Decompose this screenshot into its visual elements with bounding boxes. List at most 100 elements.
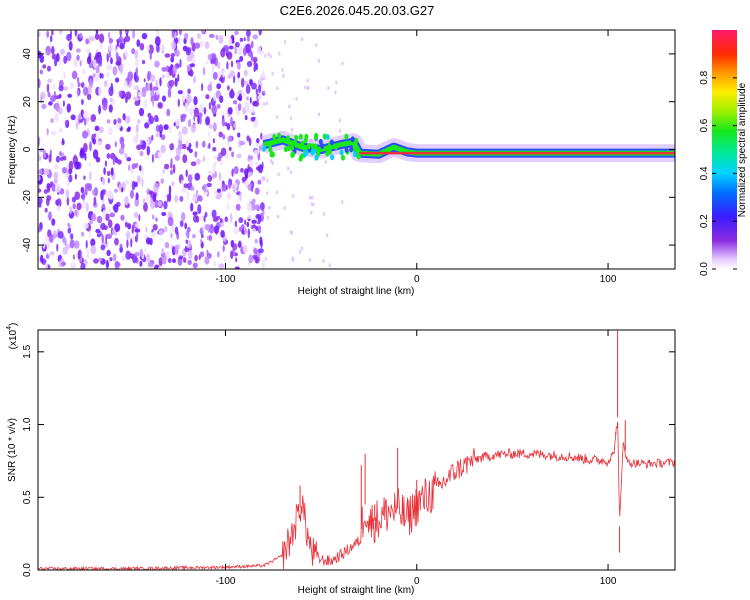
- noise-speckle: [185, 239, 189, 244]
- noise-speckle: [218, 263, 225, 269]
- noise-speckle: [112, 66, 118, 76]
- noise-speckle: [174, 194, 179, 203]
- noise-speckle: [251, 82, 257, 90]
- signal-blob: [349, 146, 354, 153]
- noise-speckle: [181, 126, 188, 135]
- noise-speckle: [144, 99, 148, 110]
- noise-speckle: [147, 45, 150, 52]
- noise-speckle: [98, 104, 101, 115]
- noise-speckle: [233, 122, 237, 129]
- snr-y-multiplier-exp: 4: [6, 326, 13, 330]
- noise-speckle: [255, 213, 261, 219]
- noise-speckle: [164, 53, 171, 58]
- noise-speckle: [246, 214, 252, 220]
- noise-speckle: [252, 254, 257, 260]
- noise-speckle: [124, 221, 128, 228]
- noise-speckle: [92, 138, 97, 145]
- y-tick-label: 0: [22, 146, 33, 152]
- noise-speckle: [207, 131, 211, 136]
- noise-speckle: [205, 116, 211, 126]
- signal-blob: [353, 151, 357, 158]
- noise-speckle: [239, 55, 244, 62]
- noise-speckle: [54, 112, 59, 122]
- noise-speckle: [228, 180, 231, 190]
- noise-speckle: [240, 77, 245, 88]
- noise-speckle: [166, 194, 169, 203]
- noise-speckle: [154, 60, 160, 68]
- noise-speckle: [98, 257, 103, 262]
- noise-speckle: [112, 156, 116, 166]
- noise-speckle: [69, 82, 74, 90]
- noise-speckle: [261, 70, 265, 79]
- noise-speckle: [250, 159, 253, 168]
- noise-speckle: [109, 257, 113, 262]
- noise-speckle: [261, 259, 265, 269]
- noise-speckle: [92, 189, 96, 196]
- noise-speckle: [86, 56, 92, 65]
- noise-speckle: [234, 266, 240, 269]
- noise-speckle: [58, 231, 64, 239]
- signal-blob: [310, 149, 315, 156]
- noise-speckle: [174, 226, 179, 235]
- noise-speckle: [291, 127, 294, 132]
- noise-speckle: [40, 254, 44, 263]
- noise-speckle: [92, 59, 97, 69]
- noise-speckle: [238, 240, 242, 249]
- noise-speckle: [214, 170, 217, 179]
- noise-speckle: [71, 70, 78, 80]
- signal-blob: [294, 134, 299, 141]
- noise-speckle: [220, 230, 225, 238]
- noise-speckle: [53, 171, 59, 179]
- noise-speckle: [191, 234, 196, 239]
- noise-speckle: [254, 204, 261, 211]
- noise-speckle: [271, 161, 274, 166]
- noise-speckle: [68, 174, 73, 183]
- noise-speckle: [172, 164, 176, 174]
- noise-speckle: [133, 96, 139, 102]
- noise-speckle: [163, 200, 168, 210]
- noise-speckle: [152, 96, 159, 102]
- noise-speckle: [43, 168, 50, 176]
- noise-speckle: [290, 230, 294, 235]
- noise-speckle: [106, 249, 111, 257]
- noise-speckle: [90, 114, 96, 123]
- noise-speckle: [257, 95, 263, 100]
- noise-speckle: [82, 191, 86, 201]
- noise-speckle: [208, 102, 212, 110]
- noise-speckle: [108, 207, 111, 215]
- noise-speckle: [233, 166, 239, 175]
- noise-speckle: [227, 73, 232, 80]
- noise-speckle: [100, 244, 106, 251]
- noise-speckle: [83, 222, 89, 229]
- noise-speckle: [227, 107, 233, 115]
- noise-speckle: [187, 226, 191, 233]
- noise-speckle: [207, 174, 213, 182]
- noise-speckle: [219, 218, 223, 223]
- noise-speckle: [322, 212, 326, 216]
- noise-speckle: [253, 247, 258, 255]
- noise-speckle: [251, 219, 257, 224]
- noise-speckle: [312, 202, 315, 207]
- noise-speckle: [224, 122, 228, 127]
- noise-speckle: [260, 132, 263, 140]
- noise-speckle: [89, 170, 92, 181]
- noise-speckle: [55, 155, 61, 163]
- spectrogram-y-ticks: -40 -20 0 20 40: [22, 48, 675, 252]
- noise-speckle: [155, 217, 158, 222]
- noise-speckle: [277, 214, 280, 219]
- noise-speckle: [190, 186, 195, 191]
- noise-speckle: [216, 251, 220, 258]
- noise-speckle: [246, 96, 249, 101]
- noise-speckle: [156, 30, 160, 38]
- colorbar: [712, 30, 737, 269]
- noise-speckle: [155, 183, 160, 188]
- noise-speckle: [168, 185, 172, 195]
- noise-speckle: [178, 36, 181, 44]
- noise-speckle: [264, 256, 267, 261]
- noise-speckle: [215, 228, 218, 235]
- signal-blob: [267, 141, 272, 148]
- noise-speckle: [288, 104, 291, 109]
- noise-speckle: [238, 89, 243, 95]
- noise-speckle: [243, 92, 246, 98]
- signal-blob: [350, 136, 355, 143]
